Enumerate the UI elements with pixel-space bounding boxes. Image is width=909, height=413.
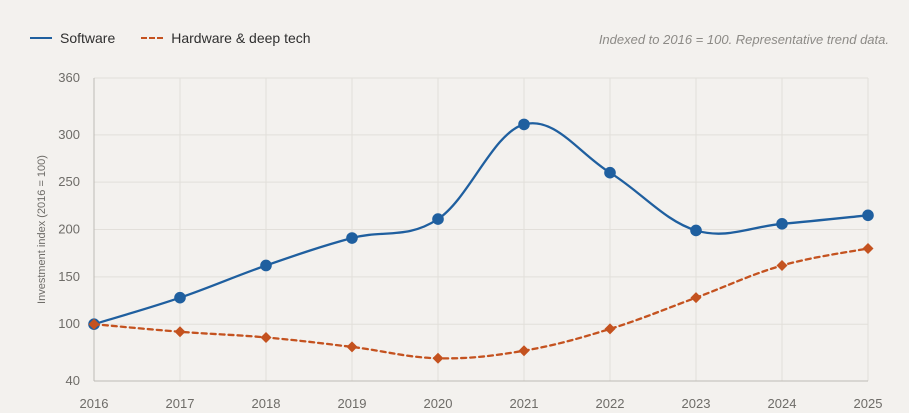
chart-note: Indexed to 2016 = 100. Representative tr… [598, 32, 889, 47]
data-point-hardware [518, 345, 530, 357]
chart-legend: Software Hardware & deep tech [30, 30, 311, 46]
y-tick-label: 250 [58, 174, 80, 189]
data-point-software [604, 166, 616, 179]
x-tick-label: 2019 [338, 396, 367, 411]
hardware-swatch [141, 37, 164, 39]
x-tick-label: 2017 [166, 396, 195, 411]
y-tick-label: 200 [58, 222, 80, 237]
y-tick-label: 360 [58, 70, 80, 85]
y-tick-label: 150 [58, 269, 80, 284]
x-tick-label: 2022 [596, 396, 625, 411]
series-line-hardware [92, 247, 870, 360]
data-point-software [432, 213, 444, 225]
series-line-software [92, 122, 870, 326]
x-tick-label: 2021 [510, 396, 539, 411]
data-point-hardware [88, 318, 100, 330]
data-point-software [346, 232, 358, 244]
data-point-software [862, 209, 874, 222]
data-point-software [260, 259, 272, 272]
data-point-hardware [432, 352, 444, 364]
x-tick-label: 2016 [80, 396, 109, 411]
x-tick-label: 2023 [682, 396, 711, 411]
data-point-hardware [604, 323, 616, 335]
legend-label-hardware: Hardware & deep tech [171, 30, 311, 46]
data-point-software [690, 224, 702, 237]
data-point-hardware [260, 331, 272, 343]
data-point-software [174, 291, 186, 304]
legend-label-software: Software [60, 30, 116, 46]
data-point-software [518, 118, 530, 131]
y-axis-title: Investment index (2016 = 100) [36, 155, 48, 304]
y-tick-label: 100 [58, 316, 80, 331]
data-point-software [776, 218, 788, 230]
legend-item-software[interactable]: Software [30, 30, 115, 46]
y-tick-label: 40 [66, 373, 80, 388]
y-tick-label: 300 [58, 127, 80, 142]
software-swatch [30, 37, 52, 39]
data-point-hardware [690, 292, 702, 304]
x-tick-label: 2018 [252, 396, 281, 411]
x-tick-label: 2024 [768, 396, 797, 411]
data-point-hardware [346, 341, 358, 353]
data-point-hardware [862, 242, 874, 254]
data-point-hardware [776, 259, 788, 271]
data-point-hardware [174, 326, 186, 338]
x-tick-label: 2025 [854, 396, 883, 411]
legend-item-hardware[interactable]: Hardware & deep tech [141, 30, 311, 46]
x-tick-label: 2020 [424, 396, 453, 411]
